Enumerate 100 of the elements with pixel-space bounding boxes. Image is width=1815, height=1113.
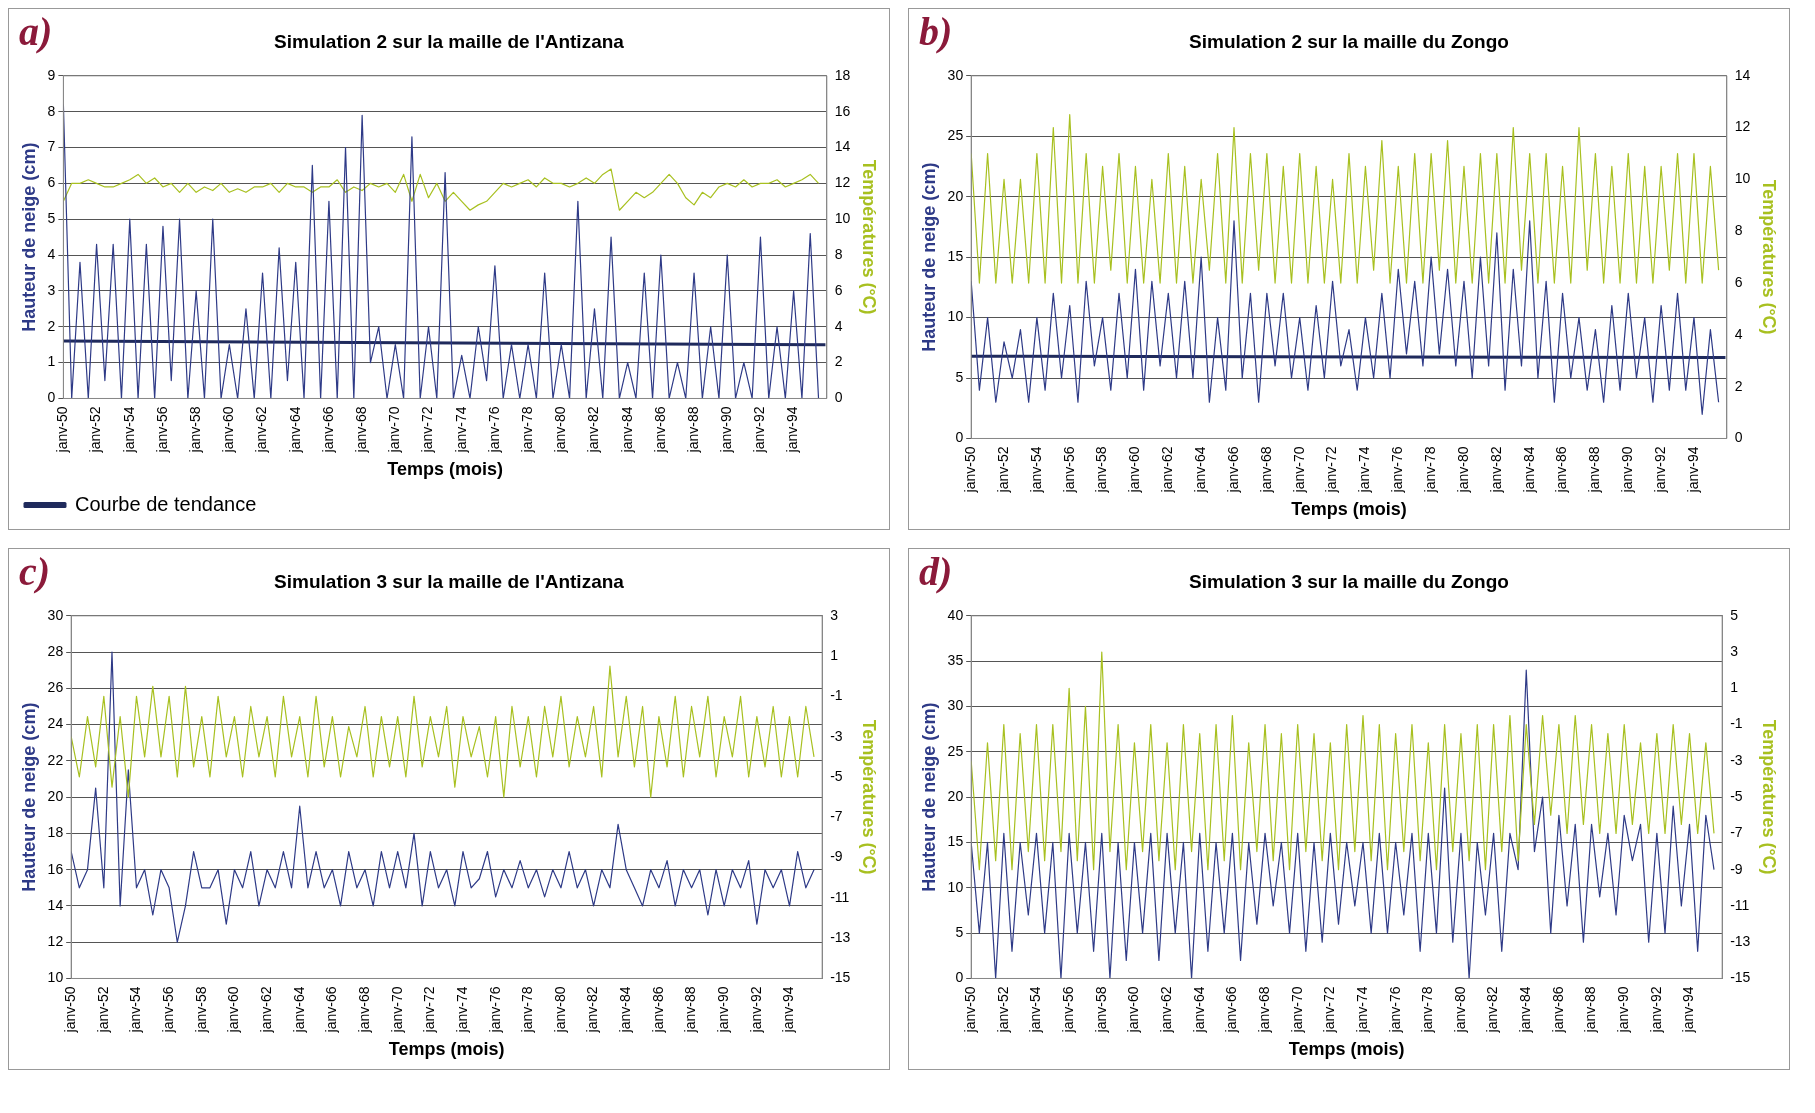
x-tick-label: janv-92 [751, 406, 768, 454]
x-tick-label: janv-88 [682, 986, 699, 1034]
x-tick-label: janv-50 [54, 406, 71, 454]
y2-tick-label: 14 [1734, 66, 1751, 83]
x-tick-label: janv-90 [718, 406, 735, 454]
x-axis-title: Temps (mois) [1288, 1039, 1405, 1060]
y2-tick-label: 5 [1730, 606, 1739, 623]
y-tick-label: 40 [947, 606, 964, 623]
x-tick-label: janv-66 [1223, 986, 1240, 1034]
y-tick-label: 10 [47, 969, 64, 986]
y-axis-title: Hauteur de neige (cm) [918, 162, 939, 352]
x-tick-label: janv-72 [421, 986, 438, 1034]
y-tick-label: 15 [947, 248, 964, 264]
x-tick-label: janv-72 [1323, 446, 1340, 494]
x-tick-label: janv-56 [1060, 446, 1077, 494]
y2-tick-label: 6 [1734, 273, 1743, 290]
x-tick-label: janv-58 [1092, 986, 1109, 1034]
x-tick-label: janv-80 [1454, 446, 1471, 494]
chart-title: Simulation 2 sur la maille du Zongo [1189, 30, 1509, 52]
x-tick-label: janv-56 [153, 406, 170, 454]
x-tick-label: janv-68 [1257, 446, 1274, 494]
y-axis-title: Hauteur de neige (cm) [18, 142, 39, 332]
y2-tick-label: -11 [1730, 896, 1750, 913]
x-tick-label: janv-74 [1353, 986, 1370, 1034]
y2-tick-label: 8 [1734, 222, 1743, 239]
y-tick-label: 20 [47, 788, 64, 804]
x-tick-label: janv-56 [1059, 986, 1076, 1034]
y-tick-label: 24 [47, 715, 64, 732]
x-tick-label: janv-86 [651, 406, 668, 454]
y-tick-label: 26 [47, 679, 64, 696]
y-axis-title: Hauteur de neige (cm) [18, 702, 39, 892]
x-tick-label: janv-50 [962, 446, 979, 494]
x-tick-label: janv-70 [386, 406, 403, 454]
x-tick-label: janv-82 [585, 406, 602, 454]
y-tick-label: 0 [47, 389, 56, 406]
y2-tick-label: -13 [1730, 933, 1751, 950]
y-tick-label: 30 [947, 697, 964, 714]
x-tick-label: janv-68 [355, 986, 372, 1034]
y2-tick-label: -15 [830, 969, 851, 986]
y2-tick-label: 2 [1734, 377, 1743, 394]
y2-axis-title: Températures (°C) [859, 719, 880, 875]
x-tick-label: janv-72 [1321, 986, 1338, 1034]
y2-tick-label: 12 [1734, 118, 1751, 135]
x-tick-label: janv-76 [1389, 446, 1406, 494]
y-axis-title: Hauteur de neige (cm) [918, 702, 939, 892]
y-tick-label: 10 [947, 308, 964, 325]
x-tick-label: janv-68 [352, 406, 369, 454]
x-tick-label: janv-66 [1224, 446, 1241, 494]
x-tick-label: janv-64 [290, 986, 307, 1034]
y-tick-label: 15 [947, 833, 964, 850]
x-tick-label: janv-92 [1647, 986, 1664, 1034]
x-tick-label: janv-70 [388, 986, 405, 1034]
x-tick-label: janv-82 [1487, 446, 1504, 494]
y2-tick-label: 8 [834, 245, 843, 262]
x-tick-label: janv-52 [94, 986, 111, 1034]
y-tick-label: 2 [47, 317, 56, 334]
y2-tick-label: -3 [830, 727, 843, 744]
text: b) [919, 9, 953, 55]
y2-tick-label: -3 [1730, 751, 1743, 768]
y2-tick-label: 6 [834, 281, 843, 298]
y2-tick-label: 18 [834, 66, 851, 83]
text: d) [919, 549, 953, 595]
x-tick-label: janv-74 [453, 986, 470, 1034]
y-tick-label: 35 [947, 651, 964, 668]
x-tick-label: janv-56 [159, 986, 176, 1034]
x-tick-label: janv-66 [323, 986, 340, 1034]
x-tick-label: janv-66 [319, 406, 336, 454]
x-tick-label: janv-90 [715, 986, 732, 1034]
y2-tick-label: -1 [1730, 715, 1743, 732]
chart-title: Simulation 2 sur la maille de l'Antizana [274, 30, 625, 52]
x-tick-label: janv-76 [485, 406, 502, 454]
y2-tick-label: -9 [830, 848, 843, 865]
x-axis-title: Temps (mois) [1291, 499, 1407, 520]
y-tick-label: 22 [47, 751, 64, 768]
x-tick-label: janv-74 [452, 406, 469, 454]
y-tick-label: 4 [47, 245, 56, 262]
x-tick-label: janv-78 [1422, 446, 1438, 494]
x-tick-label: janv-78 [1419, 986, 1436, 1034]
x-tick-label: janv-62 [257, 986, 274, 1034]
x-tick-label: janv-54 [120, 406, 137, 454]
y2-tick-label: 1 [1730, 679, 1739, 696]
y2-tick-label: -7 [830, 808, 843, 825]
y2-tick-label: 3 [1730, 642, 1739, 659]
y-tick-label: 25 [947, 742, 964, 759]
x-tick-label: janv-76 [486, 986, 503, 1034]
x-tick-label: janv-60 [1125, 986, 1142, 1034]
x-tick-label: janv-62 [253, 406, 270, 454]
x-tick-label: janv-76 [1386, 986, 1403, 1034]
x-tick-label: janv-70 [1290, 446, 1307, 494]
x-tick-label: janv-50 [962, 986, 979, 1034]
y-tick-label: 5 [955, 924, 964, 941]
x-tick-label: janv-52 [994, 986, 1011, 1034]
legend-label: Courbe de tendance [75, 492, 257, 515]
x-tick-label: janv-90 [1615, 986, 1632, 1034]
x-tick-label: janv-88 [684, 406, 701, 454]
y2-tick-label: 12 [834, 174, 851, 191]
chart-title: Simulation 3 sur la maille du Zongo [1189, 570, 1509, 592]
x-tick-label: janv-60 [225, 986, 242, 1034]
y2-tick-label: -11 [830, 888, 850, 905]
y-tick-label: 10 [947, 878, 964, 895]
